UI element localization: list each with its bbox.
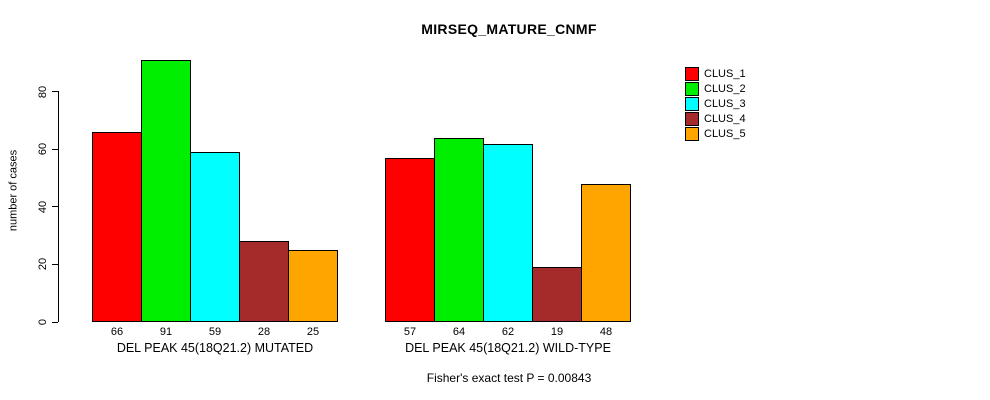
y-axis-tick [52, 321, 58, 323]
legend-label: CLUS_3 [704, 97, 746, 110]
bar-value-label: 19 [550, 326, 564, 338]
y-axis-tick-label: 80 [37, 85, 49, 98]
bar-clus-1-wild-type [385, 157, 435, 322]
group-label-wild-type: DEL PEAK 45(18Q21.2) WILD-TYPE [405, 341, 611, 355]
y-axis-tick [52, 263, 58, 265]
bar-value-label: 57 [403, 326, 417, 338]
legend-label: CLUS_1 [704, 67, 746, 80]
bar-clus-3-wild-type [483, 143, 533, 322]
bar-value-label: 64 [452, 326, 466, 338]
y-axis-line [58, 91, 59, 322]
bar-clus-1-mutated [92, 131, 142, 322]
bar-value-label: 25 [306, 326, 320, 338]
bar-value-label: 91 [159, 326, 173, 338]
legend-swatch [685, 96, 699, 111]
legend-item-clus-5: CLUS_5 [685, 126, 746, 141]
legend-label: CLUS_5 [704, 127, 746, 140]
bar-value-label: 59 [208, 326, 222, 338]
y-axis-tick [52, 148, 58, 150]
bar-value-label: 48 [599, 326, 613, 338]
fisher-test-caption: Fisher's exact test P = 0.00843 [426, 371, 592, 385]
bar-value-label: 62 [501, 326, 515, 338]
bar-clus-2-wild-type [434, 137, 484, 322]
legend-label: CLUS_4 [704, 112, 746, 125]
legend-swatch [685, 66, 699, 81]
y-axis-title: number of cases [7, 149, 20, 232]
bar-clus-4-mutated [239, 241, 289, 322]
y-axis-tick [52, 91, 58, 93]
legend-item-clus-4: CLUS_4 [685, 111, 746, 126]
bar-clus-5-wild-type [581, 183, 631, 322]
legend-item-clus-3: CLUS_3 [685, 96, 746, 111]
bar-clus-5-mutated [288, 250, 338, 322]
legend-swatch [685, 126, 699, 141]
legend-label: CLUS_2 [704, 82, 746, 95]
legend: CLUS_1 CLUS_2 CLUS_3 CLUS_4 CLUS_5 [685, 66, 746, 141]
legend-item-clus-1: CLUS_1 [685, 66, 746, 81]
legend-item-clus-2: CLUS_2 [685, 81, 746, 96]
bar-value-label: 28 [257, 326, 271, 338]
bar-clus-2-mutated [141, 60, 191, 322]
bar-clus-4-wild-type [532, 267, 582, 322]
y-axis-tick-label: 20 [37, 258, 49, 271]
legend-swatch [685, 111, 699, 126]
y-axis-tick-label: 0 [37, 318, 49, 326]
legend-swatch [685, 81, 699, 96]
bar-clus-3-mutated [190, 152, 240, 322]
group-label-mutated: DEL PEAK 45(18Q21.2) MUTATED [116, 341, 314, 355]
chart-title: MIRSEQ_MATURE_CNMF [421, 21, 597, 37]
y-axis-tick-label: 60 [37, 143, 49, 156]
y-axis-tick [52, 206, 58, 208]
bar-value-label: 66 [110, 326, 124, 338]
y-axis-tick-label: 40 [37, 200, 49, 213]
